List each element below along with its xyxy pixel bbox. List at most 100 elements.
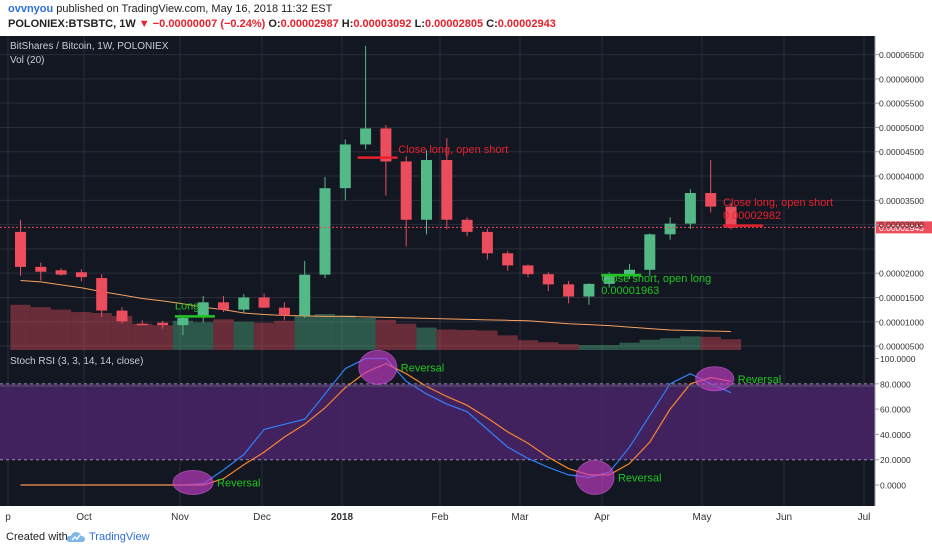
volume-bar (10, 304, 31, 350)
annotation-label: 0.00001963 (601, 285, 659, 297)
candle-body[interactable] (258, 297, 270, 308)
axes: p Oct Nov Dec 2018 Feb Mar Apr May Jun Jul 0.000005… (5, 50, 924, 523)
candle-body[interactable] (360, 128, 372, 145)
volume-bar (517, 340, 539, 350)
footer: Created with TradingView (0, 524, 932, 550)
volume-bar (477, 330, 498, 350)
time-tick-label: Jul (858, 512, 871, 523)
volume-bar (152, 325, 173, 350)
volume-bar (193, 322, 214, 350)
volume-bar (578, 345, 600, 350)
candle-body[interactable] (705, 193, 717, 207)
candle-body[interactable] (502, 253, 514, 266)
rsi-tick-label: 80.0000 (880, 379, 911, 389)
low-label: L: (414, 18, 425, 30)
candle-body[interactable] (522, 265, 534, 275)
stoch-rsi-pane[interactable]: Reversal Reversal Reversal Reversal (0, 349, 875, 495)
time-tick-label: 2018 (331, 512, 354, 523)
candle-body[interactable] (15, 231, 26, 267)
time-tick-label: Feb (431, 512, 449, 523)
annotation-label: Close long, open short (398, 144, 508, 156)
time-tick-label: Apr (594, 512, 610, 523)
volume-bar (294, 315, 315, 350)
candle-body[interactable] (136, 323, 148, 326)
candle-body[interactable] (542, 274, 554, 285)
candle-body[interactable] (339, 144, 351, 189)
candle-body[interactable] (421, 159, 432, 220)
candle-body[interactable] (644, 234, 656, 270)
volume-bar (314, 313, 336, 350)
volume-bar (50, 309, 72, 350)
annotation-label: Close long, open short (723, 197, 833, 209)
volume-bar (659, 338, 681, 350)
overlays: 0.00002943 Long Close long, open short Clos… (0, 144, 932, 318)
candle-body[interactable] (664, 223, 676, 235)
volume-bar (497, 335, 518, 350)
time-tick-label: Jun (776, 512, 792, 523)
volume-bar (355, 317, 376, 350)
candle-body[interactable] (624, 269, 635, 276)
candle-body[interactable] (563, 284, 575, 297)
volume-bar (71, 312, 92, 350)
high-label: H: (341, 18, 354, 30)
publish-text: published on TradingView.com, May 16, 20… (56, 3, 333, 15)
time-tick-label: p (5, 512, 11, 523)
reversal-label: Reversal (401, 362, 444, 374)
volume-bar (30, 307, 51, 350)
price-tick-label: 0.00006000 (879, 74, 924, 84)
candle-body[interactable] (116, 310, 128, 322)
candle-body[interactable] (197, 302, 209, 318)
reversal-label: Reversal (618, 472, 661, 484)
close-label: C: (486, 18, 498, 30)
candle-body[interactable] (725, 206, 737, 228)
candle-body[interactable] (441, 159, 453, 220)
candle-body[interactable] (461, 219, 473, 232)
reversal-label: Reversal (217, 477, 260, 489)
reversal-highlight (695, 366, 735, 392)
chart-header: ovvnyou published on TradingView.com, Ma… (0, 0, 932, 36)
reversal-label: Reversal (738, 374, 781, 386)
candle-body[interactable] (583, 283, 595, 297)
candle-body[interactable] (55, 270, 67, 275)
candle-body[interactable] (603, 275, 615, 284)
candle-body[interactable] (319, 188, 331, 275)
last-price-tag (876, 221, 932, 234)
volume-bar (538, 342, 559, 350)
annotation-label: Long (175, 301, 199, 313)
candle-body[interactable] (380, 128, 392, 162)
candle-body[interactable] (75, 272, 87, 278)
tradingview-link[interactable]: TradingView (89, 531, 150, 543)
chart-canvas[interactable]: 0.00002943 Long Close long, open short Clos… (0, 36, 932, 524)
candle-body[interactable] (299, 274, 311, 316)
price-tick-label: 0.00001000 (879, 317, 924, 327)
rsi-tick-label: 100.0000 (880, 354, 916, 364)
volume-bar (700, 336, 721, 350)
price-tick-label: 0.00000500 (879, 342, 924, 352)
volume-bar (91, 313, 112, 350)
candle-body[interactable] (684, 193, 696, 224)
high-value: 0.00003092 (353, 18, 412, 30)
ohlc-line: POLONIEX:BTSBTC, 1W ▼ −0.00000007 (−0.24… (8, 18, 556, 30)
publish-info: ovvnyou published on TradingView.com, Ma… (8, 3, 332, 15)
volume-bar (375, 319, 397, 350)
open-label: O: (268, 18, 281, 30)
candle-body[interactable] (400, 161, 412, 220)
candle-body[interactable] (96, 278, 108, 311)
candle-body[interactable] (238, 297, 250, 310)
time-tick-label: Nov (171, 512, 189, 523)
candle-body[interactable] (278, 307, 290, 316)
price-tick-label: 0.00003500 (879, 196, 924, 206)
low-value: 0.00002805 (424, 18, 484, 30)
reversal-highlight (172, 469, 214, 495)
rsi-tick-label: 60.0000 (880, 405, 911, 415)
volume-bar (213, 319, 234, 350)
volume-bar (558, 344, 579, 350)
candle-body[interactable] (177, 317, 189, 326)
candle-body[interactable] (218, 302, 229, 310)
reversal-highlight (575, 459, 615, 495)
price-tick-label: 0.00004000 (879, 172, 924, 182)
author-link[interactable]: ovvnyou (8, 3, 54, 15)
candle-body[interactable] (481, 231, 493, 254)
candle-body[interactable] (157, 322, 169, 326)
candle-body[interactable] (35, 266, 47, 272)
